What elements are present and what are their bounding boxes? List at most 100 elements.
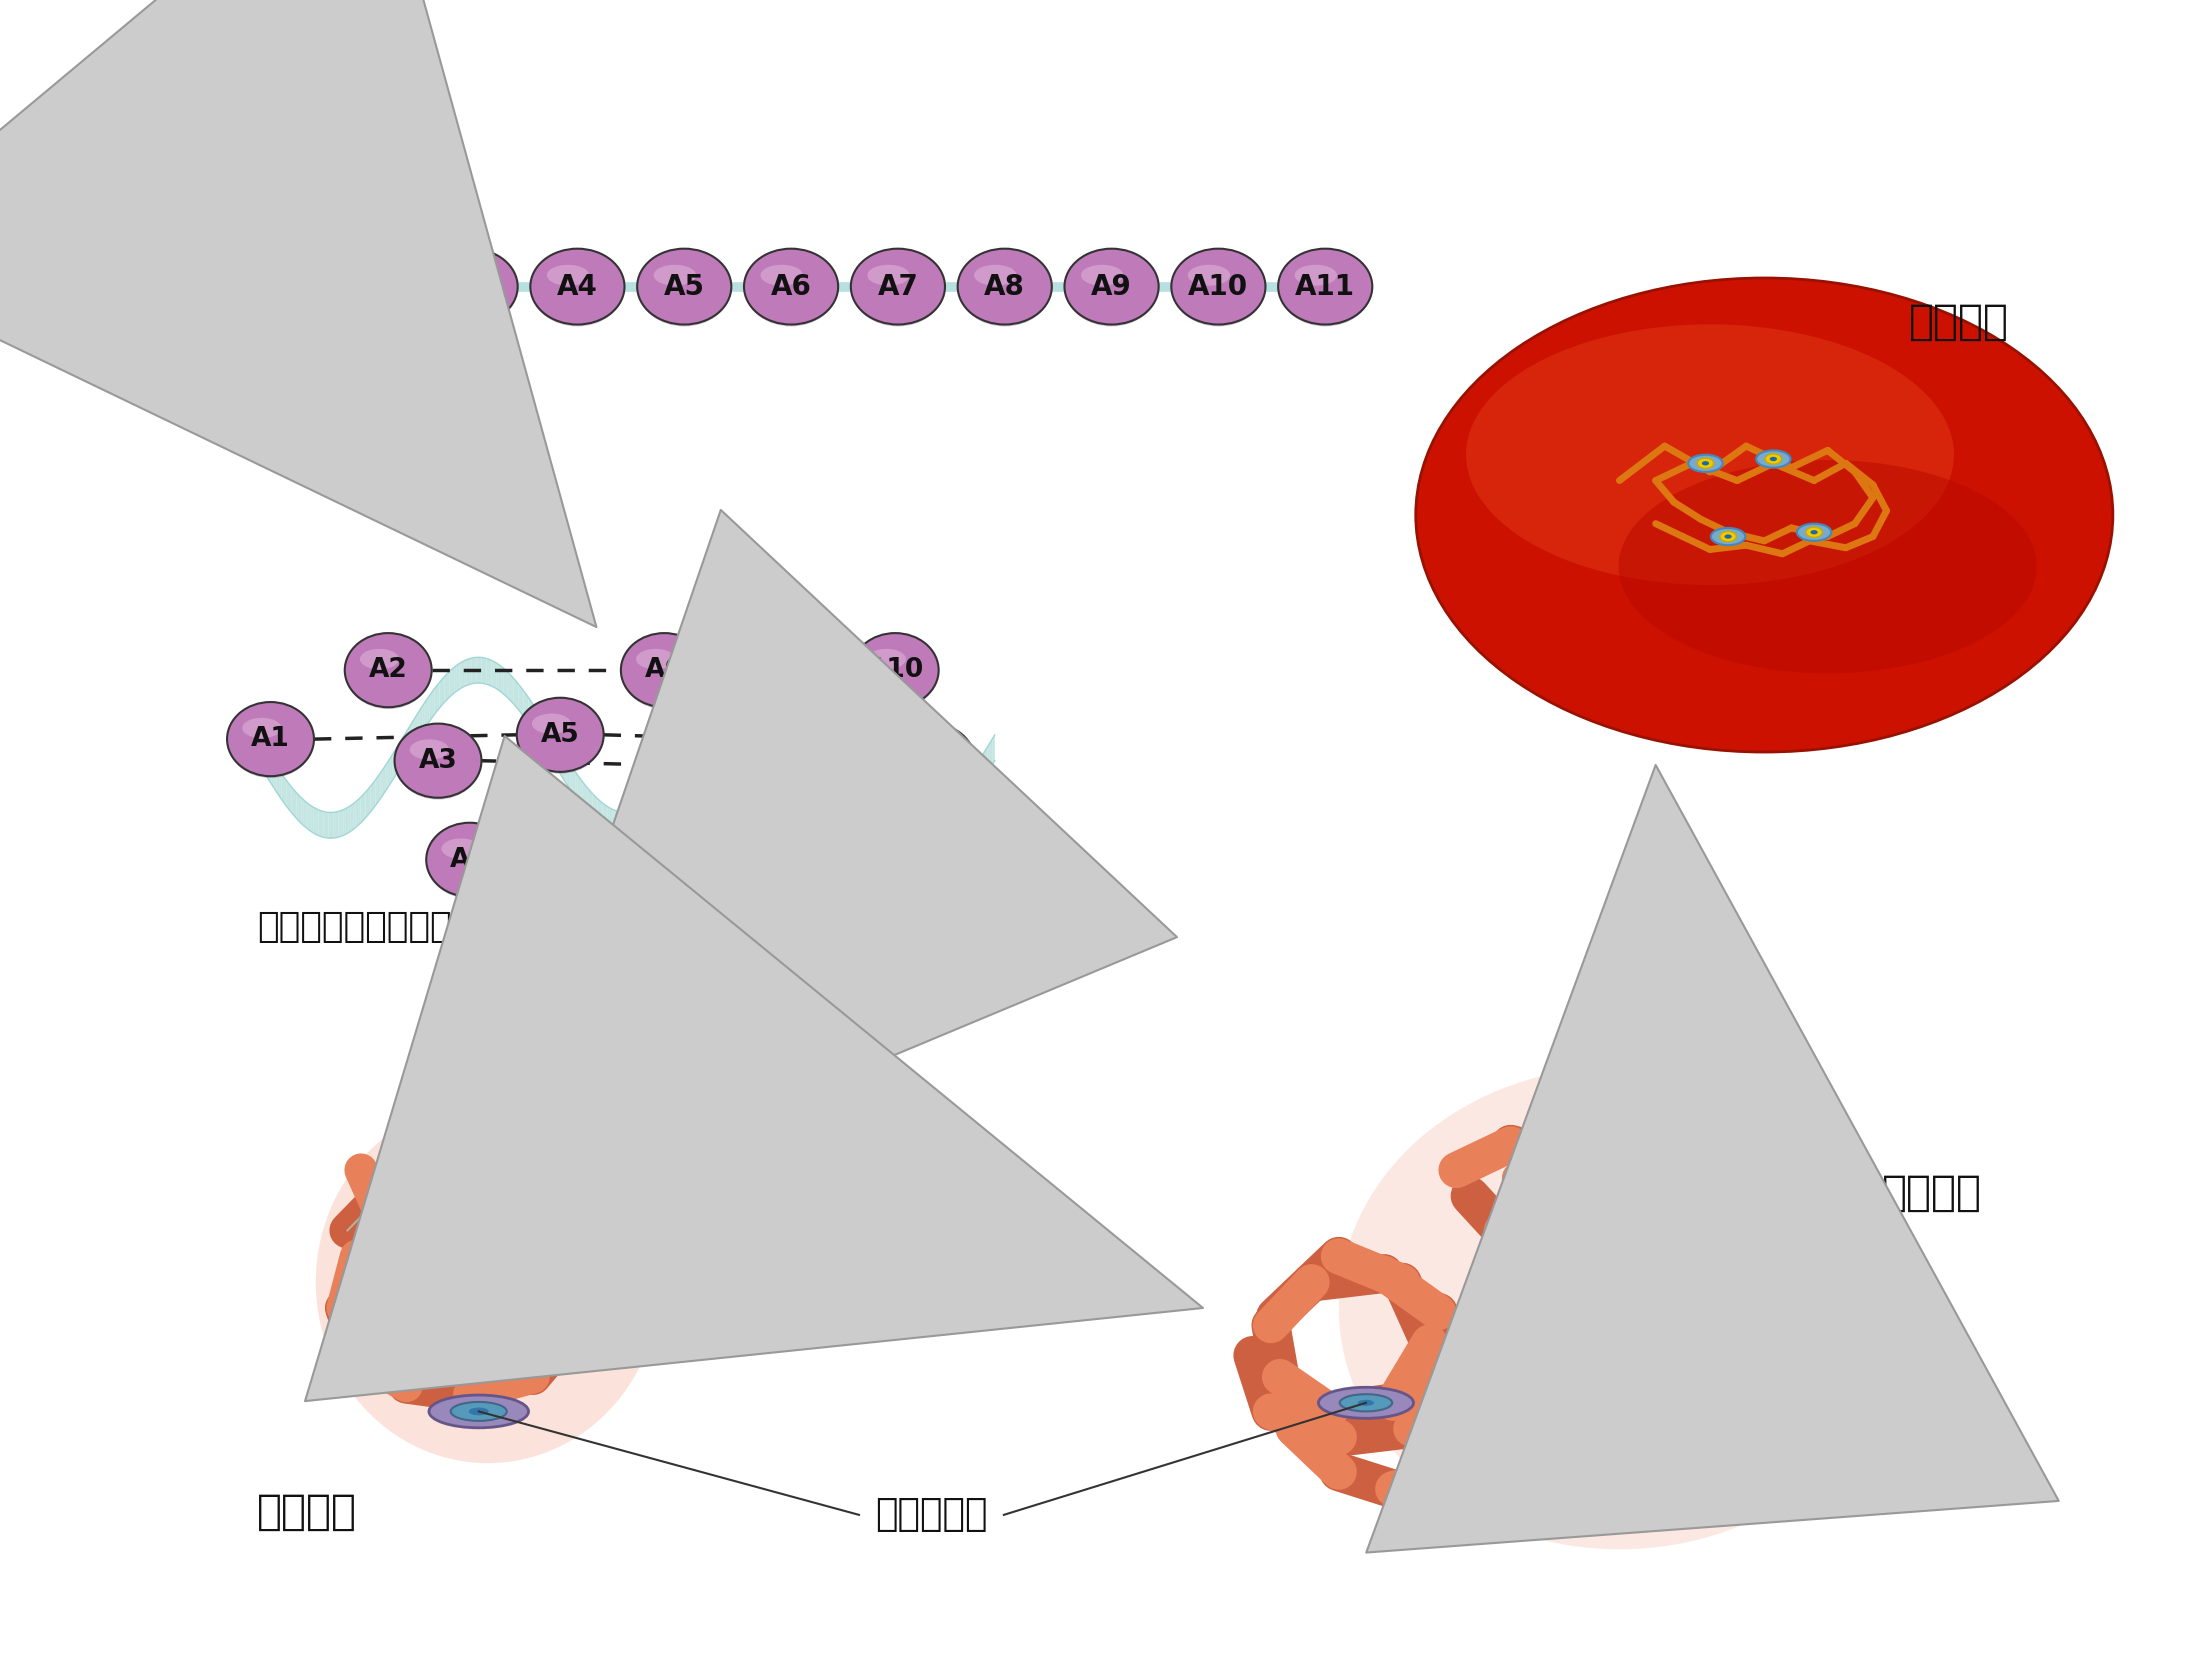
Polygon shape — [816, 688, 820, 718]
Polygon shape — [492, 660, 494, 688]
Polygon shape — [785, 660, 788, 686]
Polygon shape — [866, 767, 869, 795]
Ellipse shape — [230, 711, 313, 778]
Polygon shape — [291, 787, 293, 815]
Polygon shape — [453, 666, 455, 695]
Ellipse shape — [1416, 277, 2114, 752]
Ellipse shape — [532, 713, 571, 733]
Polygon shape — [300, 795, 302, 823]
Polygon shape — [385, 762, 387, 792]
Ellipse shape — [974, 266, 1017, 286]
Polygon shape — [280, 770, 282, 800]
Text: 血红素单元: 血红素单元 — [875, 1496, 987, 1533]
Ellipse shape — [853, 259, 943, 326]
Polygon shape — [319, 810, 322, 837]
Polygon shape — [501, 666, 503, 695]
Polygon shape — [670, 778, 672, 808]
Polygon shape — [993, 735, 996, 765]
Ellipse shape — [394, 723, 481, 798]
Polygon shape — [982, 752, 985, 782]
Polygon shape — [418, 710, 420, 740]
Text: A9: A9 — [1092, 272, 1131, 301]
Polygon shape — [409, 721, 411, 752]
Polygon shape — [383, 767, 385, 795]
Ellipse shape — [1081, 266, 1122, 286]
Polygon shape — [744, 670, 746, 698]
Ellipse shape — [753, 701, 838, 777]
Text: A7: A7 — [680, 752, 720, 778]
Polygon shape — [926, 812, 928, 838]
Polygon shape — [405, 730, 407, 760]
Polygon shape — [411, 718, 416, 748]
Polygon shape — [720, 698, 724, 726]
Ellipse shape — [1724, 534, 1731, 539]
Polygon shape — [368, 787, 370, 815]
Polygon shape — [459, 661, 462, 690]
Ellipse shape — [348, 643, 429, 710]
Ellipse shape — [429, 832, 512, 898]
Polygon shape — [980, 755, 982, 785]
Text: A9: A9 — [777, 726, 814, 752]
Text: A10: A10 — [866, 658, 923, 683]
Polygon shape — [965, 777, 967, 807]
Polygon shape — [733, 681, 735, 710]
Polygon shape — [650, 802, 652, 828]
Polygon shape — [847, 735, 849, 763]
Polygon shape — [827, 703, 829, 731]
Polygon shape — [849, 738, 851, 768]
Ellipse shape — [1702, 461, 1709, 466]
Polygon shape — [365, 790, 368, 818]
Polygon shape — [398, 741, 400, 772]
Polygon shape — [947, 798, 950, 827]
Ellipse shape — [866, 650, 906, 670]
Polygon shape — [656, 793, 659, 822]
Polygon shape — [475, 658, 477, 683]
Polygon shape — [613, 810, 615, 837]
Polygon shape — [860, 755, 862, 783]
Polygon shape — [508, 673, 512, 701]
Polygon shape — [289, 783, 291, 813]
Text: A7: A7 — [877, 272, 919, 301]
Polygon shape — [794, 665, 796, 693]
Polygon shape — [740, 673, 744, 701]
Ellipse shape — [212, 259, 302, 326]
Polygon shape — [315, 808, 319, 835]
Polygon shape — [427, 695, 429, 725]
Polygon shape — [494, 661, 497, 688]
Polygon shape — [595, 797, 597, 825]
Polygon shape — [869, 770, 871, 798]
Ellipse shape — [333, 266, 376, 286]
Polygon shape — [694, 740, 696, 770]
Polygon shape — [265, 746, 267, 777]
Polygon shape — [978, 758, 980, 788]
Polygon shape — [928, 810, 930, 837]
Polygon shape — [831, 710, 834, 740]
Polygon shape — [267, 752, 269, 782]
Polygon shape — [768, 658, 770, 683]
Text: A3: A3 — [451, 272, 490, 301]
Text: A4: A4 — [558, 272, 597, 301]
Polygon shape — [726, 690, 729, 720]
Text: A5: A5 — [663, 272, 705, 301]
Polygon shape — [287, 780, 289, 810]
Polygon shape — [538, 713, 540, 741]
Ellipse shape — [768, 718, 807, 738]
Polygon shape — [392, 750, 396, 780]
Polygon shape — [764, 658, 766, 685]
Ellipse shape — [427, 259, 516, 326]
Ellipse shape — [429, 1394, 529, 1428]
Polygon shape — [652, 798, 654, 827]
Polygon shape — [464, 660, 466, 686]
Polygon shape — [803, 671, 805, 700]
Ellipse shape — [654, 266, 696, 286]
Polygon shape — [908, 810, 910, 837]
Polygon shape — [527, 698, 532, 726]
Ellipse shape — [1319, 1388, 1413, 1418]
Polygon shape — [455, 665, 457, 693]
Text: A5: A5 — [540, 721, 580, 748]
Polygon shape — [691, 745, 694, 775]
Polygon shape — [969, 770, 974, 800]
Polygon shape — [777, 658, 781, 685]
Polygon shape — [884, 790, 886, 818]
Ellipse shape — [1295, 266, 1337, 286]
